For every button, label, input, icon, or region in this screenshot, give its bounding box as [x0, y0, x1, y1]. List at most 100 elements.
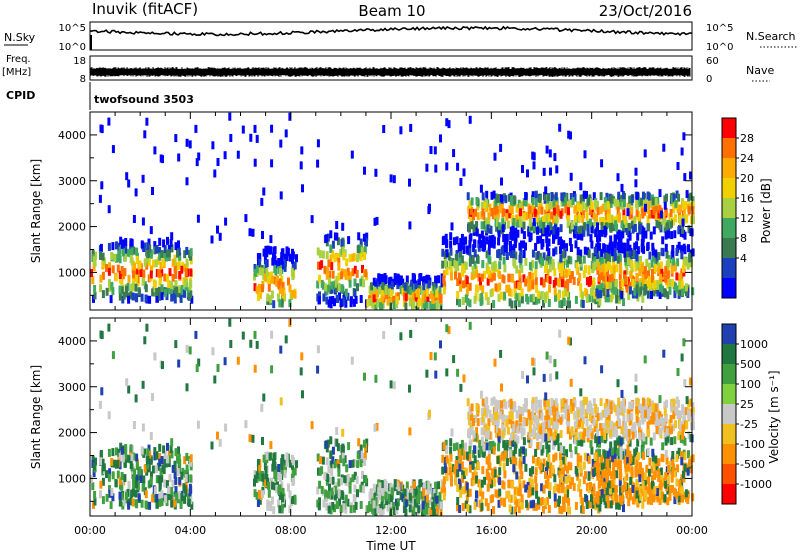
echo-cell [129, 461, 133, 469]
echo-cell [540, 241, 544, 250]
echo-cell [185, 246, 189, 255]
echo-cell [574, 226, 578, 234]
echo-cell [392, 175, 396, 184]
echo-cell [585, 191, 588, 199]
echo-cell [135, 461, 139, 470]
echo-cell [422, 482, 426, 491]
echo-cell [280, 458, 284, 466]
echo-cell [580, 230, 584, 239]
echo-cell [627, 222, 631, 231]
power-colorbar-label: Power [dB] [759, 178, 773, 243]
echo-cell [585, 483, 589, 492]
echo-cell [135, 500, 139, 509]
echo-cell [275, 278, 279, 287]
echo-cell [657, 458, 661, 467]
echo-cell [603, 244, 607, 253]
echo-cell [651, 453, 655, 462]
echo-cell [277, 280, 281, 289]
echo-cell [146, 254, 149, 263]
echo-cell [543, 192, 547, 201]
echo-cell [116, 264, 120, 273]
echo-cell [546, 274, 550, 283]
echo-cell [458, 257, 462, 266]
echo-cell [469, 206, 473, 215]
echo-cell [588, 413, 592, 422]
echo-cell [542, 484, 546, 493]
echo-cell [458, 505, 462, 513]
echo-cell [164, 253, 168, 262]
echo-cell [438, 491, 442, 500]
echo-cell [264, 259, 268, 268]
echo-cell [288, 490, 292, 499]
echo-cell [146, 249, 150, 258]
echo-cell [118, 481, 122, 490]
echo-cell [646, 241, 650, 250]
echo-cell [567, 207, 570, 216]
echo-cell [273, 461, 277, 470]
echo-cell [618, 495, 622, 504]
echo-cell [272, 300, 276, 309]
echo-cell [412, 274, 416, 283]
echo-cell [489, 495, 493, 504]
echo-cell [609, 248, 613, 256]
echo-cell [353, 484, 357, 493]
echo-cell [518, 282, 522, 291]
echo-cell [598, 256, 602, 265]
echo-cell [224, 217, 228, 226]
echo-cell [526, 169, 529, 178]
echo-cell [596, 460, 600, 469]
echo-cell [327, 299, 331, 308]
echo-cell [626, 276, 630, 285]
echo-cell [472, 224, 476, 233]
echo-cell [489, 289, 493, 298]
echo-cell [123, 253, 127, 262]
echo-cell [280, 462, 284, 471]
echo-cell [155, 500, 159, 509]
echo-cell [173, 463, 177, 472]
echo-cell [670, 265, 674, 274]
echo-cell [273, 471, 277, 479]
echo-cell [560, 239, 563, 248]
echo-cell [145, 117, 149, 126]
echo-cell [262, 454, 266, 463]
echo-cell [190, 501, 194, 510]
echo-cell [485, 217, 489, 226]
echo-cell [676, 464, 680, 473]
echo-cell [534, 467, 538, 476]
echo-cell [513, 494, 517, 503]
echo-cell [667, 259, 671, 267]
echo-cell [466, 297, 470, 306]
echo-cell [280, 256, 284, 265]
echo-cell [617, 435, 621, 444]
echo-cell [285, 459, 289, 468]
echo-cell [427, 486, 431, 495]
echo-cell [643, 149, 647, 158]
echo-cell [325, 251, 329, 260]
echo-cell [481, 491, 485, 500]
echo-cell [548, 470, 552, 479]
echo-cell [287, 277, 290, 286]
echo-cell [368, 503, 372, 512]
echo-cell [329, 254, 333, 263]
echo-cell [141, 277, 145, 286]
echo-cell [468, 282, 472, 291]
echo-cell [189, 252, 193, 261]
echo-cell [561, 250, 565, 259]
echo-cell [601, 409, 605, 418]
echo-cell [509, 250, 513, 259]
echo-cell [241, 125, 245, 134]
echo-cell [439, 134, 442, 143]
echo-cell [277, 499, 280, 508]
echo-cell [120, 240, 124, 249]
echo-cell [357, 438, 361, 447]
echo-cell [509, 226, 513, 235]
echo-cell [654, 419, 658, 427]
echo-cell [607, 294, 610, 303]
echo-cell [562, 446, 566, 455]
echo-cell [608, 274, 612, 283]
echo-cell [176, 289, 180, 298]
echo-cell [617, 229, 621, 238]
echo-cell [116, 460, 120, 468]
echo-cell [171, 273, 175, 282]
echo-cell [498, 488, 502, 497]
